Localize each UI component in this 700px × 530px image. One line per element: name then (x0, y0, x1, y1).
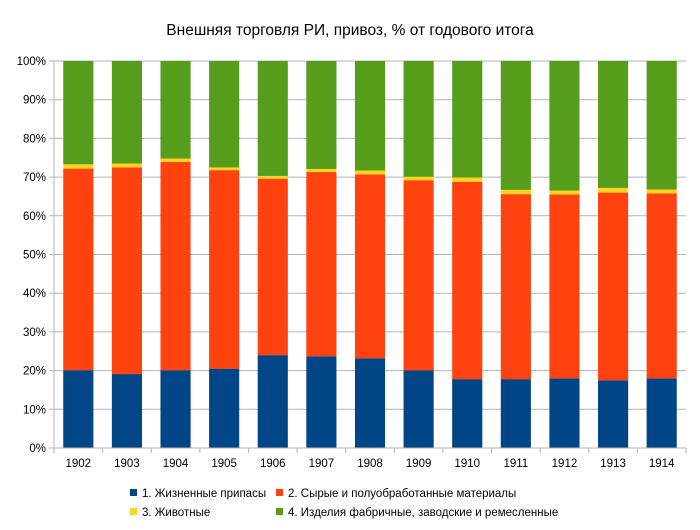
bars (63, 61, 677, 448)
bar-segment-series-3 (306, 168, 337, 173)
bar-segment-series-3 (354, 170, 386, 175)
bar-segment-series-4 (354, 61, 386, 171)
bar-segment-series-2 (257, 178, 288, 356)
bar-segment-series-2 (452, 181, 483, 380)
bar-segment-series-2 (306, 172, 337, 357)
legend-label: 1. Жизненные припасы (142, 488, 266, 500)
x-tick-label: 1911 (503, 458, 528, 470)
bar-segment-series-4 (257, 61, 288, 176)
chart-title: Внешняя торговля РИ, привоз, % от годово… (166, 22, 534, 39)
y-tick-label: 70% (23, 172, 46, 184)
y-tick-label: 30% (23, 327, 46, 339)
x-tick-label: 1906 (260, 458, 286, 470)
bar-segment-series-3 (500, 189, 531, 195)
bar-segment-series-1 (549, 378, 580, 448)
bar-segment-series-4 (598, 61, 629, 188)
bar-segment-series-1 (209, 368, 240, 448)
x-tick-label: 1907 (309, 458, 335, 470)
y-tick-label: 10% (23, 404, 46, 416)
bar-segment-series-2 (549, 194, 580, 379)
bar-segment-series-2 (111, 167, 142, 375)
bar-segment-series-2 (598, 192, 629, 381)
y-tick-label: 50% (23, 250, 46, 262)
bar-segment-series-1 (646, 378, 677, 448)
bar-segment-series-3 (160, 158, 191, 163)
bar-segment-series-3 (598, 187, 629, 193)
bar-segment-series-1 (306, 356, 337, 448)
y-tick-label: 60% (23, 211, 46, 223)
y-tick-label: 100% (17, 56, 46, 68)
legend-swatch (276, 489, 283, 496)
x-tick-label: 1914 (649, 458, 675, 470)
bar-segment-series-2 (63, 168, 94, 371)
x-tick-label: 1912 (552, 458, 578, 470)
legend-label: 3. Животные (142, 507, 210, 519)
x-tick-label: 1905 (211, 458, 237, 470)
bar-segment-series-3 (209, 167, 240, 171)
x-tick-label: 1908 (357, 458, 383, 470)
legend: 1. Жизненные припасы 2. Сырые и полуобраб… (130, 488, 558, 519)
x-tick-label: 1909 (406, 458, 432, 470)
bar-segment-series-1 (500, 379, 531, 448)
bar-segment-series-4 (111, 61, 142, 164)
y-tick-label: 0% (29, 443, 46, 455)
bar-segment-series-3 (257, 175, 288, 179)
y-tick-label: 90% (23, 95, 46, 107)
x-tick-label: 1903 (114, 458, 140, 470)
y-tick-label: 20% (23, 366, 46, 378)
x-tick-label: 1913 (600, 458, 626, 470)
y-tick-label: 80% (23, 133, 46, 145)
bar-segment-series-1 (63, 370, 94, 448)
bar-segment-series-4 (500, 61, 531, 190)
legend-swatch (276, 508, 283, 515)
bar-segment-series-2 (160, 162, 191, 371)
bar-segment-series-4 (306, 61, 337, 169)
bar-segment-series-2 (209, 170, 240, 369)
bar-segment-series-3 (403, 176, 434, 181)
legend-label: 2. Сырые и полуобработанные материалы (288, 488, 516, 500)
bar-segment-series-4 (549, 61, 580, 191)
bar-segment-series-4 (63, 61, 94, 165)
bar-segment-series-1 (452, 379, 483, 448)
bar-segment-series-1 (403, 370, 434, 448)
bar-segment-series-1 (111, 374, 142, 448)
bar-segment-series-2 (403, 180, 434, 371)
bar-segment-series-3 (63, 164, 94, 169)
axes: 0% 10% 20% 30% 40% 50% 60% 70% 80% 90% 100% 1902 190… (17, 56, 687, 470)
bar-segment-series-4 (160, 61, 191, 159)
x-tick-label: 1904 (163, 458, 189, 470)
bar-segment-series-3 (646, 189, 677, 194)
legend-swatch (130, 489, 137, 496)
legend-swatch (130, 508, 137, 515)
bar-segment-series-4 (209, 61, 240, 168)
bar-segment-series-4 (646, 61, 677, 190)
bar-segment-series-1 (160, 370, 191, 448)
bar-segment-series-1 (257, 355, 288, 448)
bar-segment-series-1 (354, 358, 386, 448)
bar-segment-series-2 (500, 194, 531, 380)
bar-segment-series-2 (646, 193, 677, 379)
bar-segment-series-4 (403, 61, 434, 177)
x-tick-label: 1902 (66, 458, 92, 470)
bar-segment-series-3 (549, 190, 580, 195)
legend-label: 4. Изделия фабричные, заводские и ремесл… (288, 507, 558, 519)
bar-segment-series-2 (354, 174, 386, 359)
y-tick-label: 40% (23, 288, 46, 300)
x-tick-label: 1910 (454, 458, 480, 470)
bar-segment-series-1 (598, 380, 629, 448)
bar-segment-series-3 (111, 163, 142, 168)
bar-segment-series-3 (452, 177, 483, 182)
bar-segment-series-4 (452, 61, 483, 178)
